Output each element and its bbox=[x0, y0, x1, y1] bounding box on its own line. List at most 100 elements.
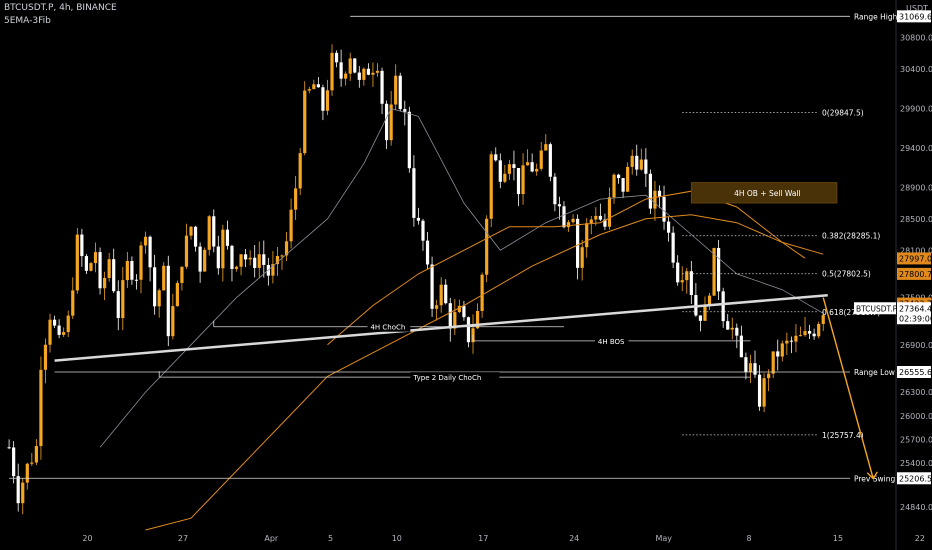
candle-body bbox=[762, 378, 766, 407]
candle-body bbox=[180, 266, 184, 283]
candle-body bbox=[616, 174, 621, 179]
candle-body bbox=[125, 260, 129, 281]
candle-body bbox=[753, 363, 757, 375]
candle-body bbox=[321, 87, 325, 111]
x-tick-label: 20 bbox=[82, 534, 92, 543]
y-tick-label: 30400.0 bbox=[900, 65, 932, 74]
candle-body bbox=[544, 144, 548, 151]
candle-body bbox=[612, 174, 616, 198]
candle-body bbox=[7, 447, 11, 449]
y-tick-label: 28100.0 bbox=[900, 246, 932, 255]
candle-body bbox=[384, 103, 389, 141]
candle-body bbox=[812, 333, 816, 337]
currency-label: USDT bbox=[906, 4, 928, 13]
candle-body bbox=[639, 159, 643, 170]
y-tick-label: 29900.0 bbox=[900, 104, 932, 113]
candle-body bbox=[430, 264, 434, 309]
axis-tag-bg bbox=[897, 10, 931, 23]
candle-body bbox=[657, 190, 662, 197]
candle-body bbox=[366, 68, 371, 75]
last-price-tag-bg bbox=[897, 302, 931, 325]
ema-gray-line bbox=[99, 108, 824, 448]
order-block-box bbox=[690, 182, 838, 204]
x-tick-label: May bbox=[655, 534, 672, 543]
candle-body bbox=[239, 254, 243, 267]
candle-body bbox=[703, 305, 707, 321]
candle-body bbox=[721, 291, 725, 322]
ema-orange-line bbox=[145, 214, 824, 531]
candle-body bbox=[666, 221, 671, 233]
candle-body bbox=[553, 176, 557, 205]
candle-body bbox=[653, 190, 657, 209]
candle-body bbox=[121, 280, 125, 319]
bar-countdown: 02:39:00 bbox=[899, 314, 932, 323]
candle-body bbox=[75, 234, 79, 291]
candlestick-series bbox=[7, 44, 825, 515]
candle-body bbox=[80, 234, 84, 257]
candle-body bbox=[621, 178, 625, 192]
candle-body bbox=[62, 332, 66, 335]
candle-body bbox=[139, 245, 143, 280]
candle-body bbox=[562, 206, 566, 228]
candle-body bbox=[112, 259, 116, 292]
level-label: 1(25757.4) bbox=[822, 431, 864, 440]
level-label: 0(29847.5) bbox=[822, 109, 864, 118]
candle-body bbox=[298, 153, 302, 189]
candle-body bbox=[748, 363, 753, 373]
candle-body bbox=[789, 340, 793, 342]
candle-body bbox=[289, 209, 293, 242]
ema-price-tag-bg bbox=[897, 267, 931, 280]
candle-body bbox=[707, 295, 712, 306]
candle-body bbox=[248, 257, 252, 260]
candle-body bbox=[648, 173, 652, 209]
candle-body bbox=[421, 220, 425, 241]
candle-body bbox=[598, 215, 602, 220]
candle-body bbox=[803, 331, 807, 336]
candle-body bbox=[794, 335, 798, 342]
candle-body bbox=[257, 254, 261, 268]
candle-body bbox=[307, 89, 311, 91]
ema-price-tag: 27800.7 bbox=[899, 270, 932, 279]
candle-body bbox=[234, 266, 239, 269]
candle-body bbox=[57, 325, 61, 335]
candle-body bbox=[503, 173, 507, 182]
candle-body bbox=[148, 236, 152, 268]
candle-body bbox=[412, 168, 416, 218]
candle-body bbox=[817, 323, 821, 337]
candle-body bbox=[362, 68, 366, 80]
symbol-tag-bg bbox=[854, 302, 896, 315]
candle-body bbox=[275, 256, 280, 265]
annotation-label-bg bbox=[410, 372, 500, 383]
level-label: 0.618(27319.7) bbox=[822, 308, 880, 317]
candle-body bbox=[671, 232, 675, 263]
candle-body bbox=[462, 305, 466, 318]
candle-body bbox=[689, 271, 693, 296]
candle-body bbox=[712, 247, 716, 296]
candle-body bbox=[525, 162, 530, 166]
y-tick-label: 26900.0 bbox=[900, 341, 932, 350]
candle-body bbox=[494, 154, 498, 161]
candle-body bbox=[330, 52, 334, 91]
candle-body bbox=[225, 229, 230, 246]
candle-body bbox=[71, 290, 75, 316]
candle-body bbox=[730, 327, 734, 330]
candle-body bbox=[216, 246, 220, 269]
x-tick-label: 24 bbox=[569, 534, 579, 543]
candle-body bbox=[153, 267, 157, 307]
candle-body bbox=[303, 90, 307, 154]
candle-body bbox=[785, 340, 789, 344]
candle-body bbox=[203, 249, 207, 272]
candle-body bbox=[498, 160, 502, 182]
candle-body bbox=[453, 312, 457, 329]
candle-body bbox=[375, 70, 380, 73]
candle-body bbox=[312, 84, 316, 90]
axis-tag-bg bbox=[897, 365, 931, 378]
candle-body bbox=[394, 75, 398, 105]
x-tick-label: 17 bbox=[478, 534, 488, 543]
candle-body bbox=[530, 162, 534, 172]
candle-body bbox=[198, 246, 202, 272]
candle-body bbox=[43, 344, 48, 370]
candle-body bbox=[739, 335, 743, 358]
candle-body bbox=[189, 226, 193, 236]
